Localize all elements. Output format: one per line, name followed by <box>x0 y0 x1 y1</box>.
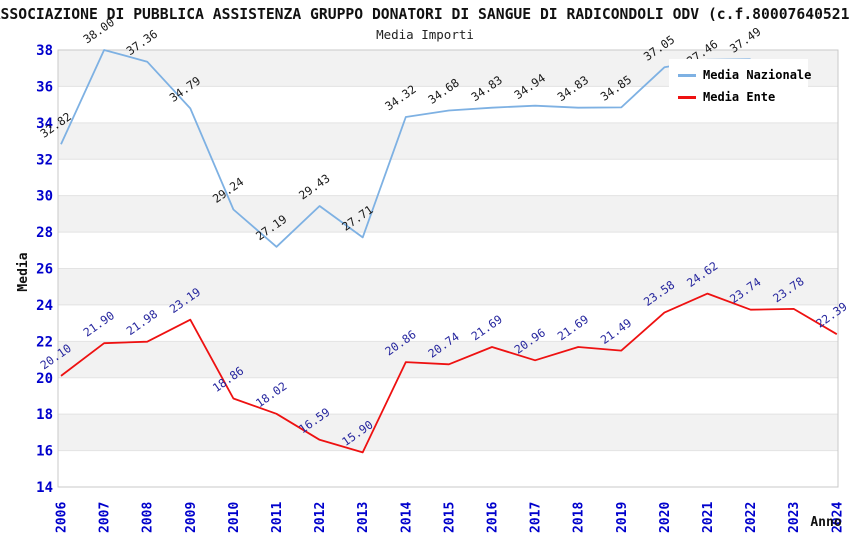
chart-legend: Media Nazionale Media Ente <box>669 59 812 110</box>
svg-text:2016: 2016 <box>486 502 501 533</box>
svg-text:14: 14 <box>36 480 53 496</box>
chart-main-title: ASSOCIAZIONE DI PUBBLICA ASSISTENZA GRUP… <box>0 6 850 23</box>
svg-text:38.00: 38.00 <box>81 15 117 46</box>
svg-text:2012: 2012 <box>313 502 328 533</box>
svg-text:Anno: Anno <box>810 515 841 530</box>
svg-text:38: 38 <box>36 43 53 59</box>
svg-text:18: 18 <box>36 407 53 423</box>
svg-text:2021: 2021 <box>701 502 716 533</box>
svg-text:21.98: 21.98 <box>124 307 160 338</box>
svg-text:21.69: 21.69 <box>469 312 505 343</box>
svg-text:21.90: 21.90 <box>81 308 117 339</box>
chart-subtitle: Media Importi <box>376 27 474 42</box>
svg-text:2024: 2024 <box>830 502 845 533</box>
svg-text:34: 34 <box>36 116 53 132</box>
svg-text:24: 24 <box>36 298 53 314</box>
legend-item-media-ente: Media Ente <box>669 86 808 108</box>
svg-text:2007: 2007 <box>98 502 113 533</box>
svg-text:2015: 2015 <box>442 502 457 533</box>
svg-text:Media: Media <box>16 252 31 291</box>
svg-text:2011: 2011 <box>270 502 285 533</box>
svg-text:18.02: 18.02 <box>253 379 289 410</box>
svg-text:2009: 2009 <box>184 502 199 533</box>
svg-text:2020: 2020 <box>658 502 673 533</box>
svg-text:30: 30 <box>36 189 53 205</box>
legend-item-media-nazionale: Media Nazionale <box>669 64 812 86</box>
svg-text:2018: 2018 <box>572 502 587 533</box>
legend-line-sample-nazionale-icon <box>678 73 696 77</box>
legend-label-nazionale: Media Nazionale <box>703 68 812 82</box>
legend-line-sample-ente-icon <box>678 95 696 99</box>
legend-label-ente: Media Ente <box>703 90 776 104</box>
svg-text:36: 36 <box>36 79 53 95</box>
svg-text:21.69: 21.69 <box>555 312 591 343</box>
svg-text:2022: 2022 <box>744 502 759 533</box>
svg-text:26: 26 <box>36 262 53 278</box>
svg-text:32: 32 <box>36 152 53 168</box>
svg-text:20: 20 <box>36 371 53 387</box>
svg-text:2008: 2008 <box>141 502 156 533</box>
svg-text:2014: 2014 <box>399 502 414 533</box>
svg-text:2023: 2023 <box>787 502 802 533</box>
svg-text:2019: 2019 <box>615 502 630 533</box>
svg-text:2010: 2010 <box>227 502 242 533</box>
svg-text:2017: 2017 <box>529 502 544 533</box>
svg-text:16: 16 <box>36 444 53 460</box>
svg-text:2006: 2006 <box>55 502 70 533</box>
svg-text:22: 22 <box>36 334 53 350</box>
svg-text:2013: 2013 <box>356 502 371 533</box>
svg-text:28: 28 <box>36 225 53 241</box>
